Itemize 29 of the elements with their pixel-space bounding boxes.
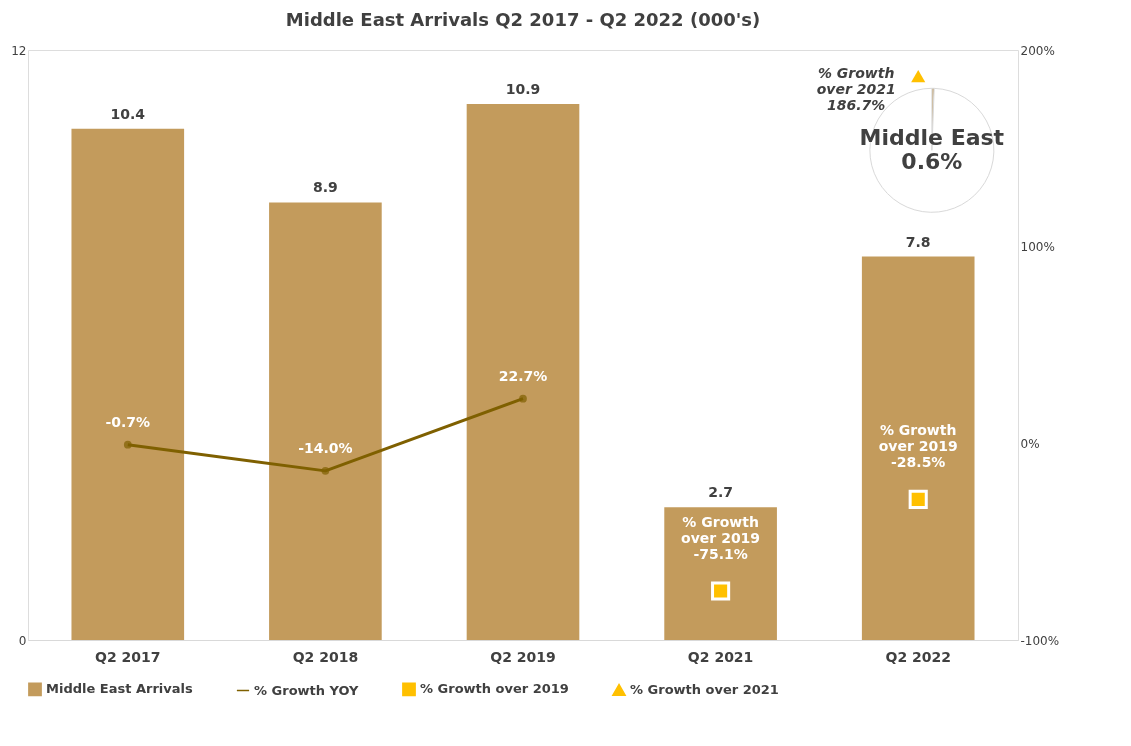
- x-tick-label: Q2 2019: [490, 648, 556, 665]
- legend-label: % Growth over 2021: [630, 681, 779, 697]
- data-label: 8.9: [312, 179, 338, 196]
- y-tick-label: 0: [18, 633, 27, 648]
- legend-label: % Growth over 2019: [420, 681, 569, 697]
- x-tick-label: Q2 2017: [95, 648, 161, 665]
- data-label: 0.6%: [901, 149, 963, 175]
- data-label: 22.7%: [498, 367, 548, 384]
- legend-label: % Growth YOY: [254, 682, 360, 698]
- data-label: 10.9: [505, 81, 541, 98]
- data-label: 10.4: [110, 105, 146, 122]
- y2-tick-label: -100%: [1020, 633, 1060, 648]
- y2-tick-label: 0%: [1020, 436, 1040, 451]
- x-tick-label: Q2 2021: [687, 648, 754, 665]
- chart-title: Middle East Arrivals Q2 2017 - Q2 2022 (000's): [285, 9, 761, 30]
- x-tick-label: Q2 2018: [292, 648, 359, 665]
- y-tick-label: 12: [11, 43, 27, 58]
- x-tick-label: Q2 2022: [885, 648, 951, 665]
- data-label: -14.0%: [298, 439, 353, 456]
- data-label: % Growth over 2021 186.7%: [816, 65, 896, 114]
- data-label: % Growth over 2019 -75.1%: [681, 514, 761, 563]
- y2-tick-label: 200%: [1020, 43, 1055, 58]
- legend-label: Middle East Arrivals: [46, 681, 193, 697]
- data-label: -0.7%: [105, 413, 151, 430]
- data-label: 2.7: [708, 484, 734, 501]
- slice-label: Middle East: [859, 125, 1005, 151]
- data-label: % Growth over 2019 -28.5%: [878, 422, 958, 471]
- y2-tick-label: 100%: [1020, 240, 1055, 255]
- data-label: 7.8: [905, 233, 931, 250]
